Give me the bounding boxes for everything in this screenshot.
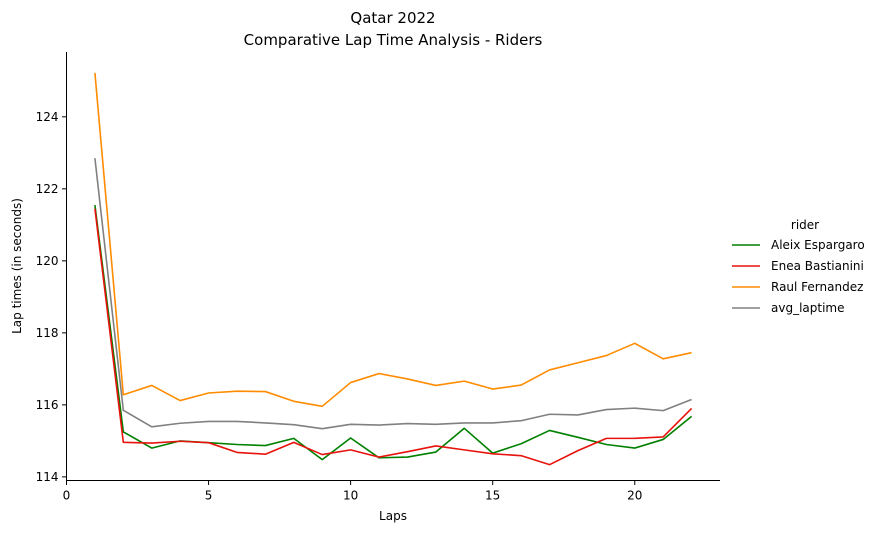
series-line-3 — [94, 158, 692, 430]
y-tick-label: 120 — [36, 254, 59, 268]
y-tick-label: 118 — [36, 326, 59, 340]
series-line-1 — [94, 208, 693, 466]
y-tick-label: 116 — [36, 398, 59, 412]
legend: rider Aleix Espargaro Enea Bastianini Raul… — [732, 218, 865, 315]
series-line-2 — [94, 72, 692, 408]
x-tick-label: 20 — [627, 489, 642, 503]
x-tick-label: 15 — [485, 489, 500, 503]
series-line-0 — [94, 204, 693, 461]
x-axis-label: Laps — [379, 509, 407, 523]
x-tick-label: 0 — [63, 489, 71, 503]
axes: 0 5 10 15 20 114 116 118 120 122 124 — [36, 52, 720, 503]
legend-items: Aleix Espargaro Enea Bastianini Raul Ferna… — [732, 238, 865, 315]
chart-title: Qatar 2022 — [350, 9, 435, 27]
y-tick-label: 114 — [36, 470, 59, 484]
legend-title: rider — [791, 218, 819, 232]
x-tick-label: 5 — [205, 489, 213, 503]
y-tick-label: 124 — [36, 110, 59, 124]
legend-label-3: avg_laptime — [771, 301, 845, 315]
y-tick-label: 122 — [36, 182, 59, 196]
legend-label-2: Raul Fernandez — [771, 280, 863, 294]
legend-label-1: Enea Bastianini — [771, 259, 864, 273]
chart-subtitle: Comparative Lap Time Analysis - Riders — [244, 31, 543, 49]
y-axis-label: Lap times (in seconds) — [10, 198, 24, 334]
plot-series — [94, 72, 693, 466]
legend-label-0: Aleix Espargaro — [771, 238, 865, 252]
x-ticks: 0 5 10 15 20 — [63, 480, 642, 503]
y-ticks: 114 116 118 120 122 124 — [36, 110, 67, 484]
x-tick-label: 10 — [343, 489, 358, 503]
